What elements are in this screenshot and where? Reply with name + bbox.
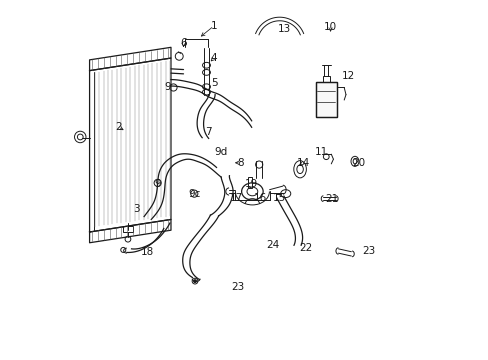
Text: 6: 6 [180,38,186,48]
Text: 20: 20 [352,158,365,168]
Text: 13: 13 [277,24,290,35]
Bar [315,82,336,117]
Text: 21: 21 [325,194,338,204]
Text: 16: 16 [253,193,267,203]
Text: 23: 23 [231,282,244,292]
Polygon shape [89,220,171,243]
Text: 5: 5 [210,78,217,88]
Text: 19: 19 [244,179,258,189]
Text: 18: 18 [140,247,153,257]
Text: 8: 8 [237,158,244,168]
Text: 15: 15 [272,193,285,203]
Text: 14: 14 [296,158,310,168]
Text: 1: 1 [210,21,217,31]
Text: 9: 9 [154,179,161,189]
Bar [123,226,132,232]
Text: 9: 9 [164,82,170,93]
Polygon shape [89,47,171,71]
Bar [315,82,336,117]
Text: 10: 10 [324,22,336,32]
Text: 9d: 9d [214,147,227,157]
Text: 7: 7 [205,127,211,136]
Text: 11: 11 [314,147,327,157]
Text: 2: 2 [115,122,122,132]
Text: 9c: 9c [188,189,200,199]
Text: 3: 3 [133,204,139,214]
Text: 4: 4 [210,53,217,63]
Bar [247,177,251,188]
Text: 24: 24 [265,240,279,250]
Text: 12: 12 [341,71,354,81]
Text: 23: 23 [362,246,375,256]
Text: 17: 17 [229,193,243,203]
Circle shape [193,280,196,283]
Text: 22: 22 [298,243,311,253]
Bar [322,76,329,82]
